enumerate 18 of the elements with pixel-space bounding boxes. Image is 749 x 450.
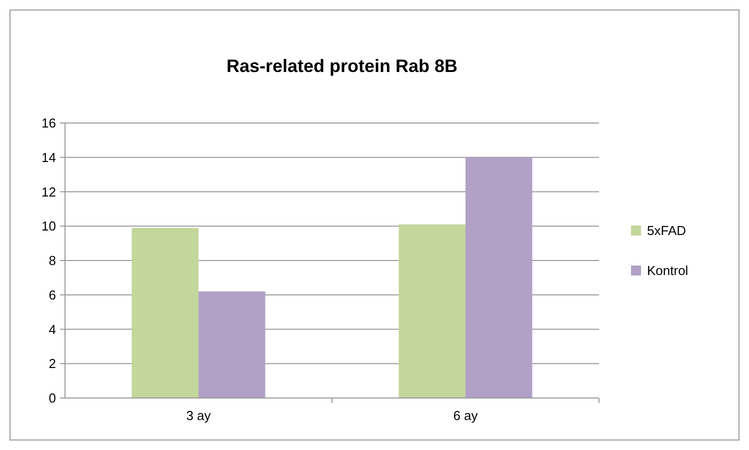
x-tick-label: 6 ay [453,408,478,423]
bar [398,224,466,398]
legend-label: 5xFAD [647,223,686,238]
x-tick-label: 3 ay [186,408,212,423]
y-tick-label: 6 [48,287,56,302]
bar [198,291,266,398]
legend-label: Kontrol [647,263,688,278]
chart-title: Ras-related protein Rab 8B [226,56,458,76]
y-tick-label: 8 [48,253,56,268]
y-tick-label: 4 [48,322,56,337]
y-tick-label: 16 [42,116,56,131]
y-tick-label: 10 [42,218,56,234]
bar [466,157,532,398]
y-tick-label: 2 [48,356,56,372]
y-tick-label: 0 [48,390,56,406]
bar [132,228,198,398]
y-tick-label: 14 [42,150,56,165]
y-tick-label: 12 [42,184,56,200]
